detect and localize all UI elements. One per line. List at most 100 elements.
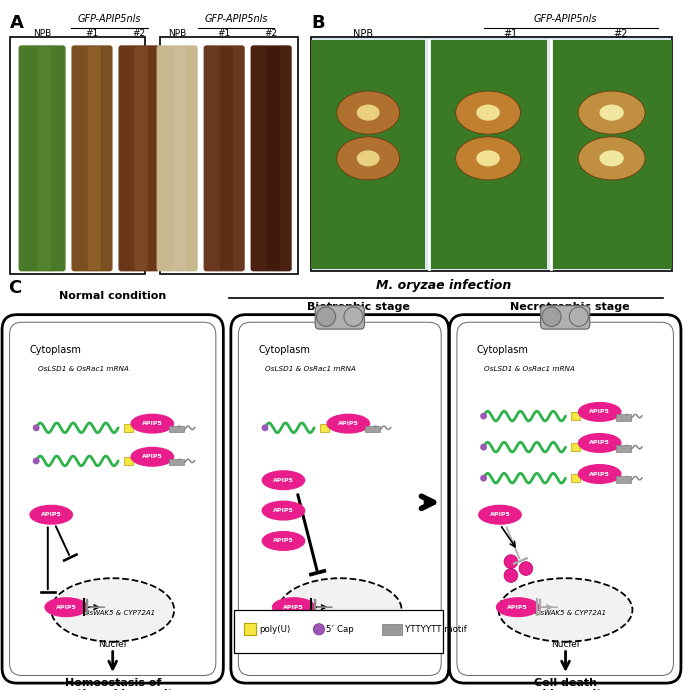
Ellipse shape xyxy=(30,505,72,524)
Text: GFP-APIP5nls: GFP-APIP5nls xyxy=(204,14,268,24)
FancyBboxPatch shape xyxy=(87,47,101,270)
Text: APIP5: APIP5 xyxy=(589,440,610,446)
Text: Nuclei: Nuclei xyxy=(551,640,580,649)
Text: APIP5: APIP5 xyxy=(283,604,304,610)
Bar xyxy=(124,424,133,432)
Ellipse shape xyxy=(327,414,370,433)
Text: Homeostasis of
growth and immunity: Homeostasis of growth and immunity xyxy=(46,678,180,690)
Ellipse shape xyxy=(579,465,621,483)
Text: 5’ Cap: 5’ Cap xyxy=(326,624,354,634)
Text: #2: #2 xyxy=(133,29,145,38)
Ellipse shape xyxy=(337,137,400,180)
Text: APIP5: APIP5 xyxy=(507,604,528,610)
Bar xyxy=(429,40,547,268)
Ellipse shape xyxy=(337,91,400,134)
Ellipse shape xyxy=(262,471,305,490)
Text: Nuclei: Nuclei xyxy=(326,640,354,649)
Text: APIP5: APIP5 xyxy=(273,477,294,483)
Circle shape xyxy=(33,457,40,464)
Text: M. oryzae infection: M. oryzae infection xyxy=(376,279,512,293)
FancyBboxPatch shape xyxy=(267,47,280,270)
Ellipse shape xyxy=(499,578,632,642)
Bar xyxy=(616,414,631,420)
Bar xyxy=(124,457,133,465)
Text: APIP5: APIP5 xyxy=(589,471,610,477)
Text: Nuclei: Nuclei xyxy=(98,640,127,649)
Text: OsLSD1 & OsRac1 mRNA: OsLSD1 & OsRac1 mRNA xyxy=(38,366,128,372)
Text: B: B xyxy=(311,14,324,32)
Circle shape xyxy=(570,307,589,326)
Circle shape xyxy=(316,307,335,326)
Text: APIP5: APIP5 xyxy=(273,538,294,544)
Ellipse shape xyxy=(456,91,520,134)
Text: Cytoplasm: Cytoplasm xyxy=(258,345,310,355)
Ellipse shape xyxy=(476,150,500,166)
Circle shape xyxy=(313,624,324,635)
Ellipse shape xyxy=(456,137,520,180)
Text: Cytoplasm: Cytoplasm xyxy=(29,345,81,355)
Text: #1: #1 xyxy=(218,29,231,38)
FancyBboxPatch shape xyxy=(234,610,443,653)
Text: Normal condition: Normal condition xyxy=(59,291,167,301)
Ellipse shape xyxy=(479,505,521,524)
Bar xyxy=(311,37,673,271)
FancyBboxPatch shape xyxy=(135,47,148,270)
Circle shape xyxy=(480,413,487,420)
Bar xyxy=(365,426,380,432)
Text: NPB: NPB xyxy=(352,29,373,39)
Ellipse shape xyxy=(357,150,380,166)
Ellipse shape xyxy=(273,598,315,617)
Circle shape xyxy=(542,307,561,326)
Text: APIP5: APIP5 xyxy=(490,512,510,518)
Text: Necrotrophic stage: Necrotrophic stage xyxy=(510,302,630,312)
Text: poly(U): poly(U) xyxy=(260,624,291,634)
Text: NPB: NPB xyxy=(168,29,186,38)
Text: APIP5: APIP5 xyxy=(273,508,294,513)
Ellipse shape xyxy=(600,150,624,166)
Ellipse shape xyxy=(600,104,624,121)
FancyBboxPatch shape xyxy=(316,306,365,329)
FancyBboxPatch shape xyxy=(2,315,223,683)
Circle shape xyxy=(504,569,518,582)
Text: C: C xyxy=(8,279,21,297)
Text: #2: #2 xyxy=(613,29,628,39)
Text: OsWAK5 & CYP72A1: OsWAK5 & CYP72A1 xyxy=(309,610,380,615)
Text: APIP5: APIP5 xyxy=(338,421,359,426)
Circle shape xyxy=(344,307,363,326)
Text: OsWAK5 & CYP72A1: OsWAK5 & CYP72A1 xyxy=(84,610,155,615)
Ellipse shape xyxy=(579,433,621,453)
Circle shape xyxy=(519,562,533,575)
Ellipse shape xyxy=(578,91,645,134)
Text: APIP5: APIP5 xyxy=(142,421,163,426)
Bar xyxy=(571,444,580,451)
Ellipse shape xyxy=(131,414,173,433)
Ellipse shape xyxy=(578,137,645,180)
Ellipse shape xyxy=(579,403,621,421)
Ellipse shape xyxy=(497,598,539,617)
Ellipse shape xyxy=(262,501,305,520)
Ellipse shape xyxy=(279,578,402,642)
FancyBboxPatch shape xyxy=(118,46,160,271)
Text: GFP-APIP5nls: GFP-APIP5nls xyxy=(78,14,141,24)
Ellipse shape xyxy=(51,578,174,642)
Text: Biotrophic stage: Biotrophic stage xyxy=(307,302,410,312)
Text: OsWAK5 & CYP72A1: OsWAK5 & CYP72A1 xyxy=(535,610,606,615)
Bar xyxy=(382,624,402,635)
FancyBboxPatch shape xyxy=(173,47,186,270)
FancyBboxPatch shape xyxy=(449,315,681,683)
Text: #2: #2 xyxy=(264,29,278,38)
Bar xyxy=(244,623,256,635)
Bar xyxy=(160,37,298,274)
Bar xyxy=(571,475,580,482)
Bar xyxy=(169,426,184,432)
Ellipse shape xyxy=(131,448,173,466)
Text: #1: #1 xyxy=(85,29,98,38)
Text: OsLSD1 & OsRac1 mRNA: OsLSD1 & OsRac1 mRNA xyxy=(265,366,356,372)
Circle shape xyxy=(480,444,487,451)
Text: APIP5: APIP5 xyxy=(589,409,610,415)
Ellipse shape xyxy=(262,531,305,551)
Text: OsLSD1 & OsRac1 mRNA: OsLSD1 & OsRac1 mRNA xyxy=(484,366,574,372)
Text: #1: #1 xyxy=(503,29,517,39)
FancyBboxPatch shape xyxy=(156,46,198,271)
Ellipse shape xyxy=(476,104,500,121)
